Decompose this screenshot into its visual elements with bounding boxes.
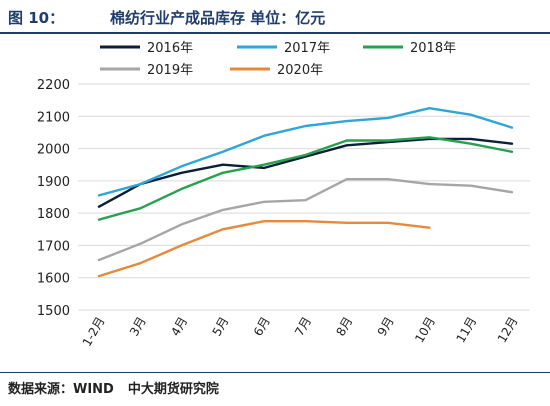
y-tick-label: 2100	[37, 110, 70, 125]
y-tick-label: 1600	[37, 272, 70, 287]
footer-divider	[0, 372, 550, 373]
source-org: 中大期货研究院	[127, 382, 219, 397]
y-tick-label: 2200	[37, 78, 70, 93]
x-tick-label: 8月	[333, 315, 355, 339]
header-divider	[0, 32, 550, 34]
chart-area: 1500 1600 1700 1800 1900 2000 2100 2200 1-2月 3月 4月…	[0, 34, 550, 372]
legend-label: 2019年	[147, 63, 193, 78]
y-tick-label: 1800	[37, 207, 70, 222]
x-tick-label: 4月	[168, 315, 190, 339]
x-tick-label: 6月	[251, 315, 273, 339]
x-tick-label: 7月	[292, 315, 314, 339]
x-tick-label: 9月	[375, 315, 397, 339]
figure-header: 图 10： 棉纺行业产成品库存 单位：亿元	[0, 0, 550, 34]
source-label: 数据来源：WIND	[8, 382, 114, 397]
chart-title: 棉纺行业产成品库存 单位：亿元	[110, 9, 326, 27]
legend-label: 2017年	[284, 41, 330, 56]
legend-label: 2016年	[147, 41, 193, 56]
y-tick-label: 1500	[37, 304, 70, 319]
legend-label: 2020年	[277, 63, 323, 78]
x-tick-label: 1-2月	[80, 315, 108, 349]
line-chart: 1500 1600 1700 1800 1900 2000 2100 2200 1-2月 3月 4月…	[37, 41, 530, 349]
series-line-2018年	[97, 136, 514, 221]
series-line-2017年	[97, 106, 514, 197]
x-tick-label: 12月	[495, 315, 521, 346]
x-tick-label: 10月	[412, 315, 438, 346]
source-note: 数据来源：WIND 中大期货研究院	[8, 378, 219, 397]
series-line-2019年	[97, 177, 514, 262]
x-tick-label: 5月	[210, 315, 232, 339]
series-line-2020年	[97, 219, 431, 278]
figure-label: 图 10：	[8, 9, 65, 27]
y-tick-label: 2000	[37, 143, 70, 158]
y-tick-label: 1900	[37, 175, 70, 190]
legend-label: 2018年	[410, 41, 456, 56]
y-tick-label: 1700	[37, 239, 70, 254]
x-tick-label: 3月	[127, 315, 149, 339]
x-tick-label: 11月	[454, 315, 480, 346]
